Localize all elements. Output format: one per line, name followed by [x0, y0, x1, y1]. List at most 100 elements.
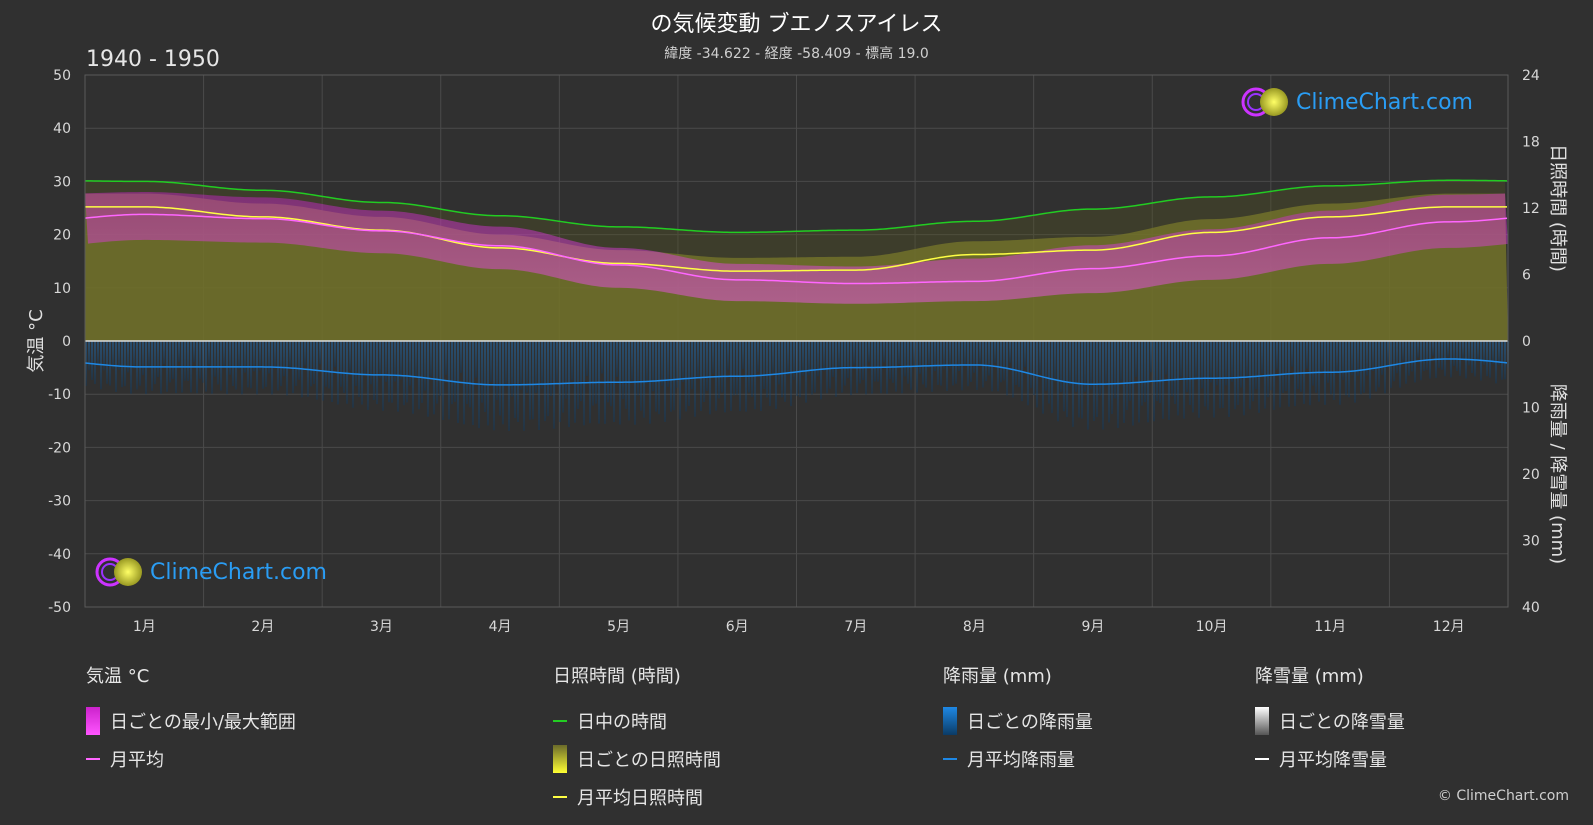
daily-rain-bar: [1048, 341, 1050, 404]
daily-rain-bar: [1300, 341, 1302, 392]
daily-rain-bar: [829, 341, 831, 389]
legend-temp-avg: 月平均: [86, 740, 296, 778]
legend-rain-avg: 月平均降雨量: [943, 740, 1093, 778]
legend-snow-title: 降雪量 (mm): [1255, 666, 1364, 687]
daily-rain-bar: [154, 341, 156, 385]
daily-rain-bar: [721, 341, 723, 393]
temperature-range-band: [85, 192, 1508, 304]
daily-rain-bar: [199, 341, 201, 379]
daily-rain-bar: [1339, 341, 1341, 405]
daily-rain-bar: [928, 341, 930, 368]
chart-title: の気候変動 ブエノスアイレス: [650, 12, 943, 37]
daily-rain-bar: [787, 341, 789, 376]
daily-rain-bar: [967, 341, 969, 387]
daily-rain-bar: [772, 341, 774, 374]
daily-rain-bar: [1003, 341, 1005, 381]
daily-rain-bar: [1345, 341, 1347, 396]
daily-rain-bar: [1096, 341, 1098, 418]
daily-rain-bar: [562, 341, 564, 413]
daily-rain-bar: [1204, 341, 1206, 407]
daily-rain-bar: [706, 341, 708, 391]
daily-rain-bar: [1066, 341, 1068, 418]
daily-rain-bar: [694, 341, 696, 417]
y-right-top-tick-label: 18: [1522, 135, 1540, 151]
daily-rain-bar: [487, 341, 489, 426]
daily-rain-bar: [1000, 341, 1002, 383]
daily-rain-bar: [1135, 341, 1137, 377]
daily-rain-bar: [823, 341, 825, 372]
daily-rain-bar: [1186, 341, 1188, 393]
daily-rain-bar: [103, 341, 105, 371]
daily-rain-bar: [1072, 341, 1074, 427]
daily-rain-bar: [559, 341, 561, 423]
daily-rain-bar: [1219, 341, 1221, 409]
daily-rain-bar: [1075, 341, 1077, 392]
daily-rain-bar: [361, 341, 363, 405]
daily-rain-bar: [1150, 341, 1152, 373]
x-month-label: 10月: [1196, 619, 1228, 635]
daily-rain-bar: [451, 341, 453, 405]
daily-rain-bar: [334, 341, 336, 368]
copyright: © ClimeChart.com: [1437, 788, 1569, 804]
daily-rain-bar: [1144, 341, 1146, 403]
logo-top-right[interactable]: ClimeChart.com: [1240, 86, 1473, 118]
daily-rain-bar: [1225, 341, 1227, 386]
daily-rain-bar: [1426, 341, 1428, 371]
sunshine-swatch: [553, 745, 567, 773]
daily-rain-bar: [919, 341, 921, 374]
daily-rain-bar: [1111, 341, 1113, 414]
daily-rain-bar: [1201, 341, 1203, 389]
daily-rain-bar: [304, 341, 306, 366]
daily-rain-bar: [877, 341, 879, 382]
daily-rain-bar: [1504, 341, 1506, 380]
daily-rain-bar: [1198, 341, 1200, 418]
daily-rain-bar: [907, 341, 909, 384]
daily-rain-bar: [868, 341, 870, 363]
daily-rain-bar: [688, 341, 690, 407]
daily-rain-bar: [223, 341, 225, 367]
logo-text: ClimeChart.com: [150, 559, 327, 585]
daily-rain-bar: [652, 341, 654, 392]
daily-rain-bar: [910, 341, 912, 390]
daily-rain-bar: [517, 341, 519, 423]
daily-rain-bar: [1270, 341, 1272, 391]
daily-rain-bar: [1378, 341, 1380, 388]
rain-swatch: [943, 707, 957, 735]
daily-rain-bar: [1315, 341, 1317, 393]
daily-rain-bar: [637, 341, 639, 396]
daily-rain-bar: [274, 341, 276, 369]
daily-rain-bar: [1102, 341, 1104, 430]
legend-snow-avg: 月平均降雪量: [1255, 740, 1405, 778]
daily-rain-bar: [1180, 341, 1182, 377]
daily-rain-bar: [94, 341, 96, 385]
daily-rain-bar: [508, 341, 510, 431]
daily-rain-bar: [646, 341, 648, 384]
daily-rain-bar: [295, 341, 297, 387]
daily-rain-bar: [1474, 341, 1476, 377]
daily-rain-bar: [253, 341, 255, 372]
daily-rain-bar: [346, 341, 348, 404]
daily-rain-bar: [520, 341, 522, 390]
daily-rain-bar: [628, 341, 630, 421]
daily-rain-bar: [889, 341, 891, 380]
daily-rain-bar: [523, 341, 525, 431]
daily-rain-bar: [1213, 341, 1215, 418]
daily-rain-bar: [649, 341, 651, 424]
daily-rain-bar: [580, 341, 582, 402]
daily-rain-bar: [1087, 341, 1089, 430]
daily-rain-bar: [1171, 341, 1173, 397]
daily-rain-bar: [1156, 341, 1158, 401]
daily-rain-bar: [862, 341, 864, 380]
daily-rain-bar: [1402, 341, 1404, 362]
daily-rain-bar: [112, 341, 114, 370]
daily-rain-bar: [109, 341, 111, 386]
daily-rain-bar: [193, 341, 195, 363]
daily-rain-bar: [1354, 341, 1356, 403]
logo-bottom-left[interactable]: ClimeChart.com: [94, 556, 327, 588]
daily-rain-bar: [340, 341, 342, 387]
daily-rain-bar: [655, 341, 657, 412]
daily-rain-bar: [1468, 341, 1470, 366]
daily-rain-bar: [1342, 341, 1344, 380]
daily-rain-bar: [121, 341, 123, 388]
x-month-label: 4月: [489, 619, 512, 635]
